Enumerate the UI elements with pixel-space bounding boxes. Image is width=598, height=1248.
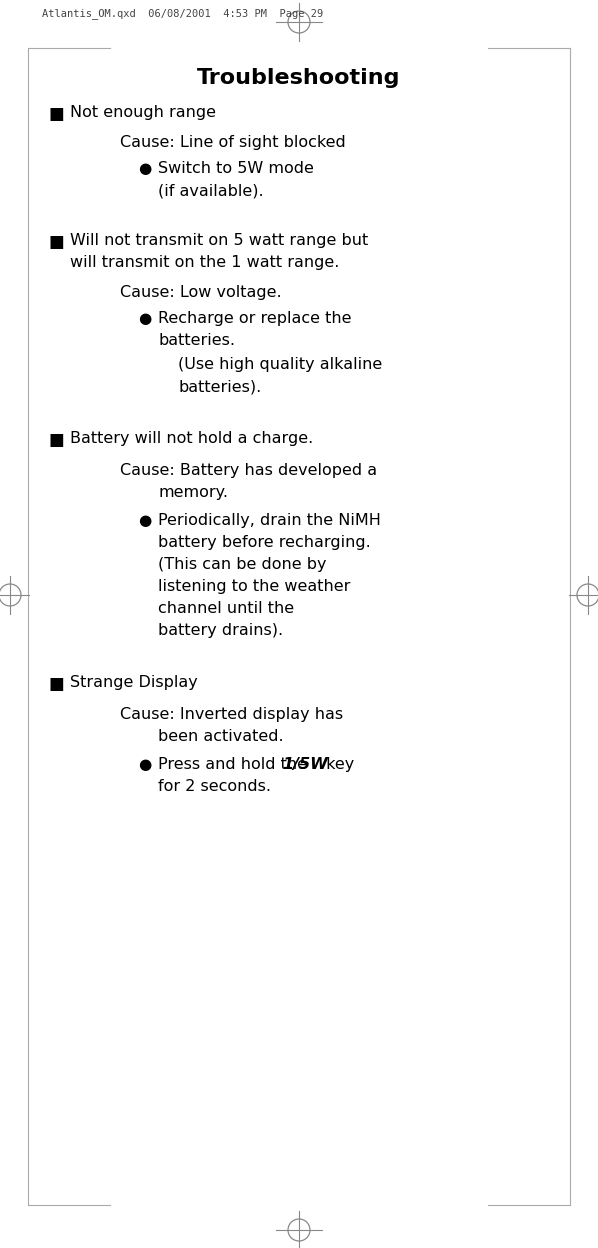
Text: Press and hold the: Press and hold the — [158, 758, 312, 773]
Text: channel until the: channel until the — [158, 602, 294, 617]
Text: Will not transmit on 5 watt range but: Will not transmit on 5 watt range but — [70, 233, 368, 248]
Text: ■: ■ — [48, 431, 64, 449]
Text: Strange Display: Strange Display — [70, 675, 198, 690]
Text: ●: ● — [138, 758, 151, 773]
Text: for 2 seconds.: for 2 seconds. — [158, 779, 271, 794]
Text: batteries.: batteries. — [158, 333, 235, 348]
Text: ●: ● — [138, 161, 151, 176]
Text: (This can be done by: (This can be done by — [158, 557, 327, 572]
Text: ■: ■ — [48, 675, 64, 693]
Text: Cause: Low voltage.: Cause: Low voltage. — [120, 285, 282, 300]
Text: Switch to 5W mode: Switch to 5W mode — [158, 161, 314, 176]
Text: ■: ■ — [48, 233, 64, 251]
Text: (Use high quality alkaline: (Use high quality alkaline — [178, 357, 382, 372]
Text: will transmit on the 1 watt range.: will transmit on the 1 watt range. — [70, 255, 340, 270]
Text: been activated.: been activated. — [158, 729, 283, 744]
Text: battery drains).: battery drains). — [158, 623, 283, 638]
Text: Cause: Battery has developed a: Cause: Battery has developed a — [120, 463, 377, 478]
Text: listening to the weather: listening to the weather — [158, 579, 350, 594]
Text: battery before recharging.: battery before recharging. — [158, 535, 371, 550]
Text: Troubleshooting: Troubleshooting — [197, 67, 401, 89]
Text: key: key — [321, 758, 354, 773]
Text: Not enough range: Not enough range — [70, 105, 216, 120]
Text: Atlantis_OM.qxd  06/08/2001  4:53 PM  Page 29: Atlantis_OM.qxd 06/08/2001 4:53 PM Page … — [42, 7, 324, 19]
Text: Cause: Inverted display has: Cause: Inverted display has — [120, 708, 343, 723]
Text: ■: ■ — [48, 105, 64, 124]
Text: (if available).: (if available). — [158, 183, 264, 198]
Text: 1/5W: 1/5W — [282, 758, 328, 773]
Text: Cause: Line of sight blocked: Cause: Line of sight blocked — [120, 135, 346, 150]
Text: Battery will not hold a charge.: Battery will not hold a charge. — [70, 431, 313, 446]
Text: ●: ● — [138, 311, 151, 326]
Text: Recharge or replace the: Recharge or replace the — [158, 311, 352, 326]
Text: memory.: memory. — [158, 485, 228, 500]
Text: batteries).: batteries). — [178, 379, 261, 394]
Text: Periodically, drain the NiMH: Periodically, drain the NiMH — [158, 513, 381, 528]
Text: ●: ● — [138, 513, 151, 528]
